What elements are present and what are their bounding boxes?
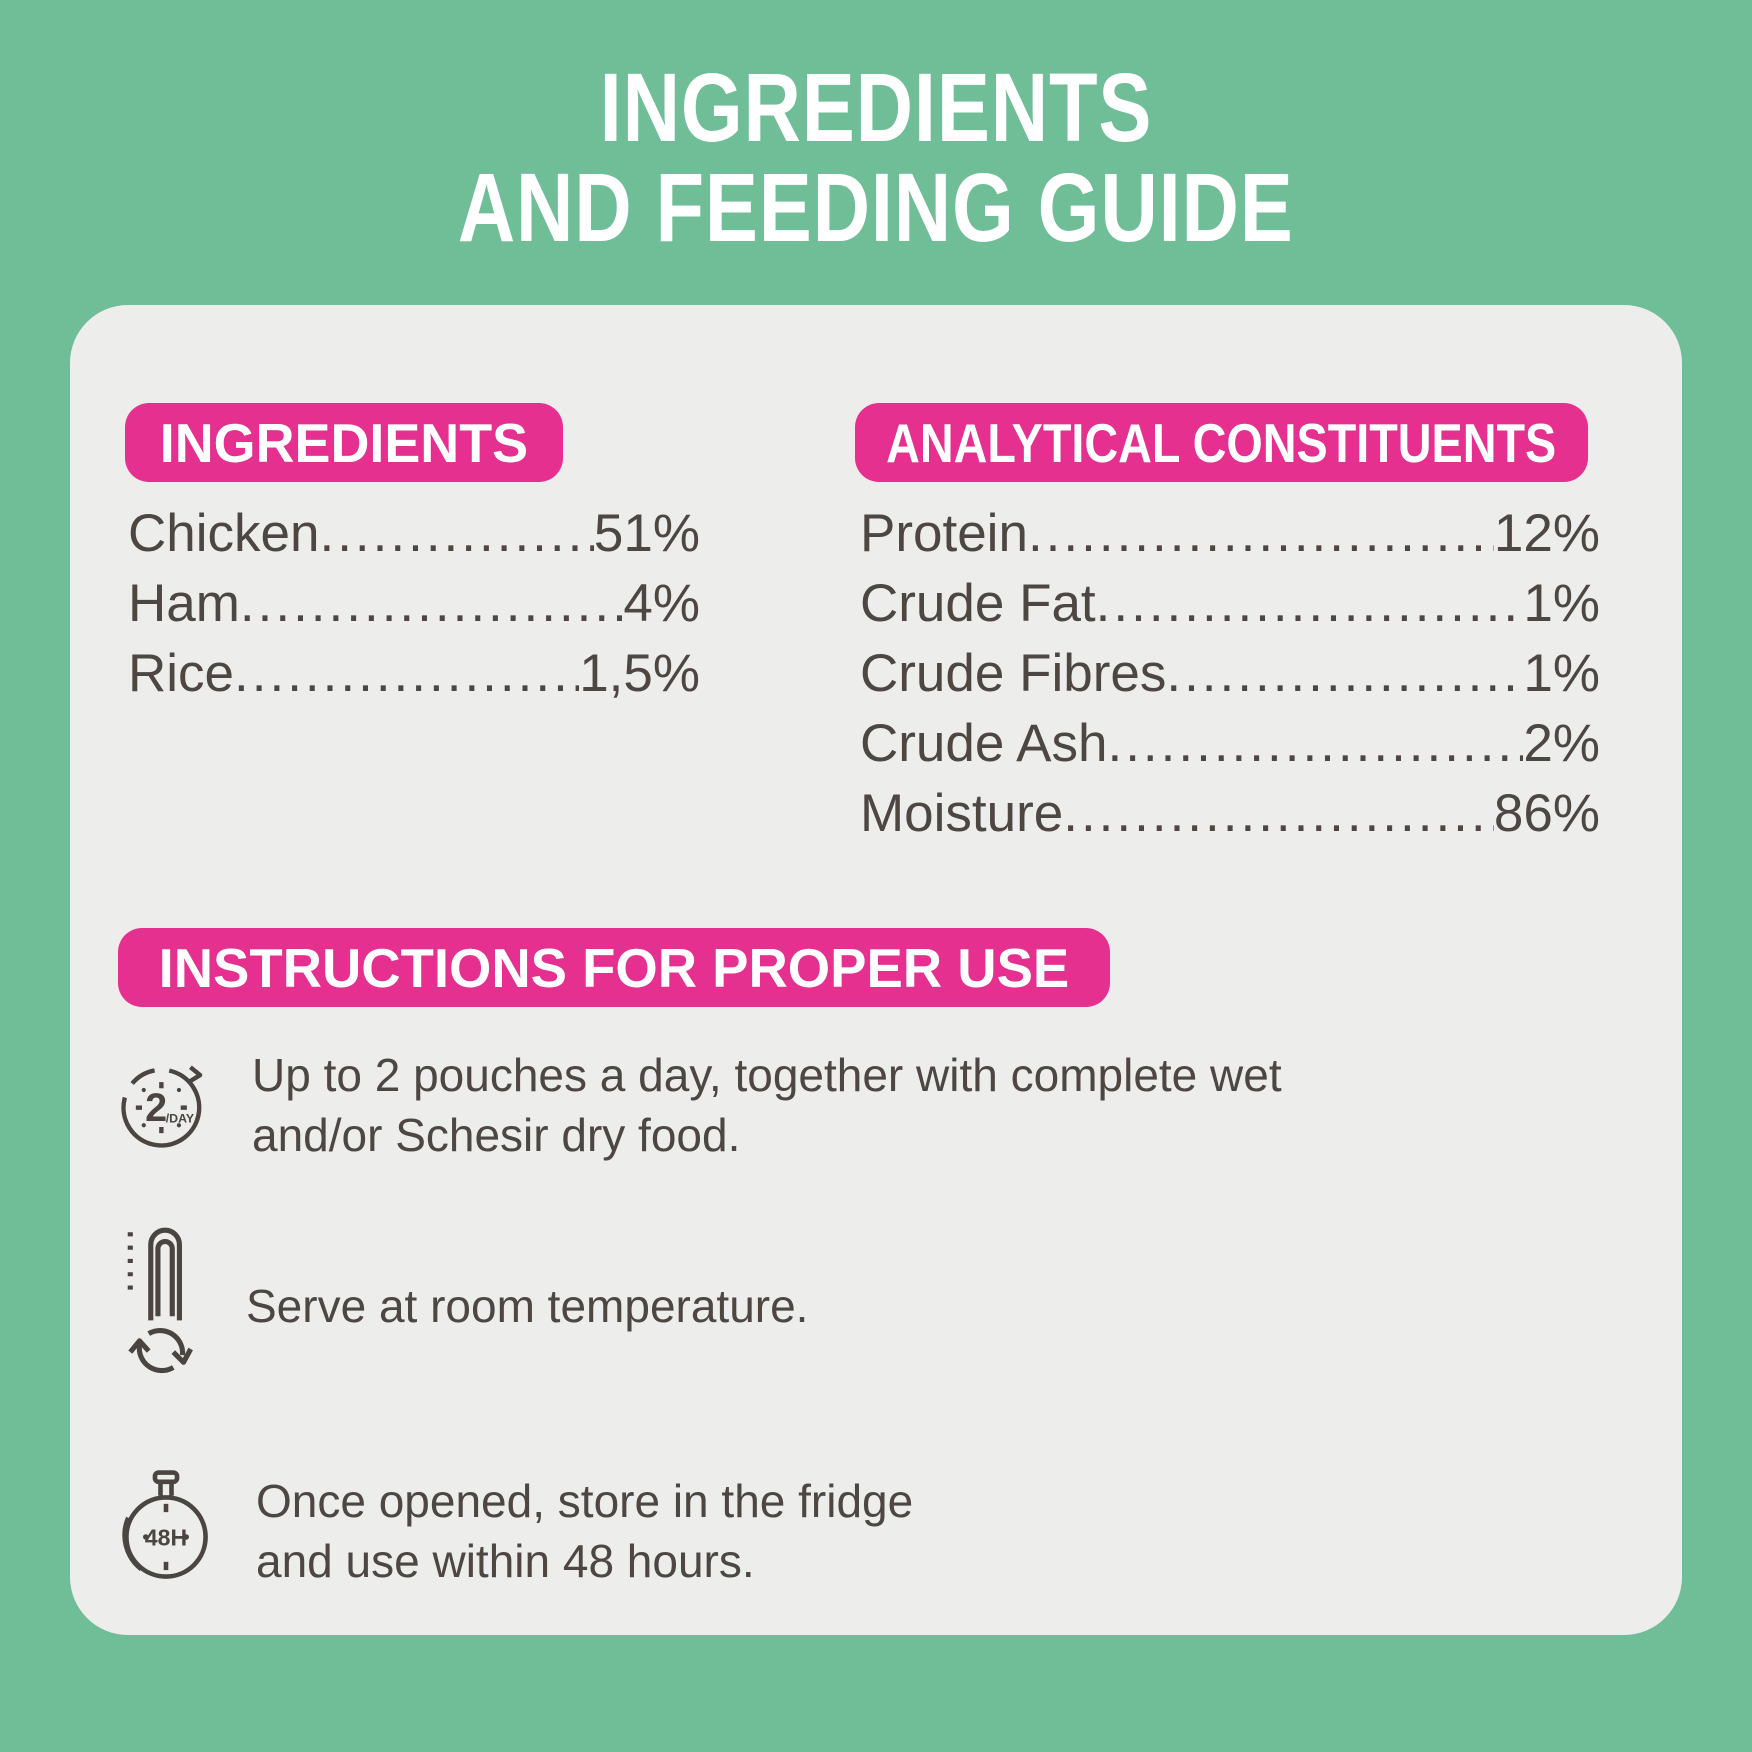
constituent-row: Crude Fibres 1% xyxy=(860,639,1600,709)
ingredients-heading-label: INGREDIENTS xyxy=(159,411,529,474)
leader-dots xyxy=(234,639,579,709)
constituent-name: Moisture xyxy=(860,784,1064,843)
constituent-name: Protein xyxy=(860,504,1028,563)
instruction-row-storage: 48H Once opened, store in the fridge and… xyxy=(120,1465,913,1597)
ingredient-name: Rice xyxy=(128,644,235,703)
stopwatch-48h-icon: 48H xyxy=(120,1465,212,1597)
page-title-line-1: INGREDIENTS xyxy=(599,53,1153,162)
instructions-heading-label: INSTRUCTIONS FOR PROPER USE xyxy=(158,936,1070,999)
constituent-name: Crude Ash xyxy=(860,714,1108,773)
svg-text:48H: 48H xyxy=(145,1524,187,1550)
leader-dots xyxy=(1028,499,1494,569)
constituent-value: 12% xyxy=(1493,504,1600,563)
svg-text:/DAY: /DAY xyxy=(166,1112,195,1126)
page-title: INGREDIENTS AND FEEDING GUIDE xyxy=(0,58,1752,258)
analytical-constituents-heading-label: ANALYTICAL CONSTITUENTS xyxy=(886,411,1557,474)
ingredient-value: 51% xyxy=(593,504,700,563)
leader-dots xyxy=(319,499,593,569)
svg-text:2: 2 xyxy=(145,1086,167,1130)
leader-dots xyxy=(1063,779,1494,849)
instruction-text: Once opened, store in the fridge and use… xyxy=(256,1475,914,1587)
ingredient-row: Ham 4% xyxy=(128,569,700,639)
thermometer-icon xyxy=(120,1220,202,1392)
ingredients-list: Chicken 51% Ham 4% Rice 1,5% xyxy=(128,499,700,709)
ingredient-row: Rice 1,5% xyxy=(128,639,700,709)
instruction-row-daily-amount: 2 /DAY Up to 2 pouches a day, together w… xyxy=(120,1045,1282,1165)
ingredient-row: Chicken 51% xyxy=(128,499,700,569)
constituent-value: 2% xyxy=(1523,714,1600,773)
ingredient-name: Ham xyxy=(128,574,240,633)
instruction-text: Serve at room temperature. xyxy=(246,1280,809,1332)
info-card: INGREDIENTS ANALYTICAL CONSTITUENTS Chic… xyxy=(70,305,1682,1635)
analytical-constituents-heading-badge: ANALYTICAL CONSTITUENTS xyxy=(855,403,1588,482)
ingredient-name: Chicken xyxy=(128,504,320,563)
constituent-row: Crude Ash 2% xyxy=(860,709,1600,779)
constituent-value: 1% xyxy=(1523,574,1600,633)
page-title-line-2: AND FEEDING GUIDE xyxy=(458,153,1294,262)
leader-dots xyxy=(1096,569,1524,639)
constituent-row: Moisture 86% xyxy=(860,779,1600,849)
ingredients-heading-badge: INGREDIENTS xyxy=(125,403,563,482)
constituent-value: 1% xyxy=(1523,644,1600,703)
two-per-day-clock-icon: 2 /DAY xyxy=(120,1061,208,1149)
ingredient-value: 1,5% xyxy=(579,644,700,703)
instructions-heading-badge: INSTRUCTIONS FOR PROPER USE xyxy=(118,928,1110,1007)
constituent-row: Crude Fat 1% xyxy=(860,569,1600,639)
constituent-row: Protein 12% xyxy=(860,499,1600,569)
instruction-text: Up to 2 pouches a day, together with com… xyxy=(252,1049,1282,1161)
instruction-row-temperature: Serve at room temperature. xyxy=(120,1220,808,1392)
leader-dots xyxy=(240,569,623,639)
leader-dots xyxy=(1107,709,1523,779)
analytical-constituents-list: Protein 12% Crude Fat 1% Crude Fibres 1% Cr… xyxy=(860,499,1600,849)
constituent-value: 86% xyxy=(1493,784,1600,843)
ingredient-value: 4% xyxy=(623,574,700,633)
constituent-name: Crude Fibres xyxy=(860,644,1167,703)
leader-dots xyxy=(1166,639,1523,709)
constituent-name: Crude Fat xyxy=(860,574,1096,633)
